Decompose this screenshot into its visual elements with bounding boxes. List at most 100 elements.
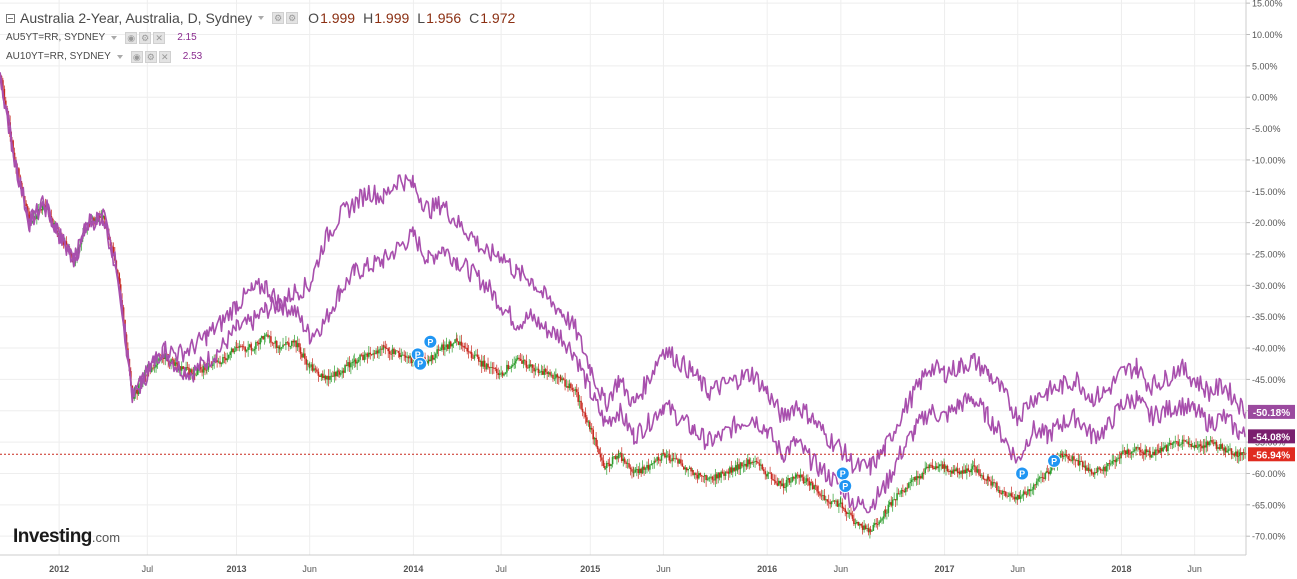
x-tick-label: 2013 xyxy=(226,564,246,574)
candle-body xyxy=(900,490,903,494)
candle-body xyxy=(469,351,471,353)
visibility-icon[interactable]: ◉ xyxy=(125,31,138,44)
candle-body xyxy=(204,366,206,370)
candle-body xyxy=(584,412,587,418)
candle-body xyxy=(1238,452,1241,457)
candle-body xyxy=(1000,493,1003,495)
candle-body xyxy=(359,354,361,360)
candle-body xyxy=(790,481,792,483)
candle-body xyxy=(384,346,387,349)
settings-icon[interactable]: ⚙ xyxy=(139,31,152,44)
candle-body xyxy=(680,459,682,464)
x-tick-label: Jun xyxy=(834,564,849,574)
chevron-down-icon[interactable] xyxy=(111,35,118,40)
candle-body xyxy=(1209,440,1212,442)
candle-body xyxy=(247,347,249,351)
candle-body xyxy=(1229,448,1231,450)
candle-body xyxy=(2,80,4,89)
candle-body xyxy=(347,362,349,366)
candle-body xyxy=(53,223,56,225)
candle-body xyxy=(674,458,676,460)
candle-body xyxy=(1068,458,1071,461)
candle-body xyxy=(1132,451,1134,452)
candle-body xyxy=(903,491,906,493)
candle-body xyxy=(211,362,214,367)
candle-body xyxy=(506,364,508,373)
candle-body xyxy=(1080,460,1083,462)
candle-body xyxy=(310,364,312,367)
candle-body xyxy=(748,459,751,465)
candle-body xyxy=(811,482,814,490)
candle-body xyxy=(966,468,968,473)
candle-body xyxy=(406,356,408,358)
candle-body xyxy=(937,466,940,469)
candle-body xyxy=(997,489,1000,491)
close-icon[interactable]: ✕ xyxy=(153,31,166,44)
candle-body xyxy=(533,367,535,372)
candle-body xyxy=(618,453,620,459)
candle-body xyxy=(578,400,581,402)
candle-body xyxy=(869,529,872,532)
close-icon[interactable]: ✕ xyxy=(158,50,171,63)
candle-body xyxy=(441,344,443,348)
overlay-5y-label: AU5YT=RR, SYDNEY xyxy=(6,32,106,43)
settings-icon[interactable]: ⚙ xyxy=(144,50,157,63)
candle-body xyxy=(907,483,910,488)
candle-body xyxy=(568,383,571,389)
candle-body xyxy=(235,346,237,351)
candle-body xyxy=(1221,444,1224,449)
event-marker-label: P xyxy=(417,359,423,369)
candle-body xyxy=(696,474,699,479)
candle-body xyxy=(586,417,588,423)
candle-body xyxy=(628,463,630,468)
candle-body xyxy=(1038,477,1041,479)
candle-body xyxy=(444,347,446,350)
chevron-down-icon[interactable] xyxy=(116,54,123,59)
candle-body xyxy=(513,363,515,365)
legend-overlay-10y[interactable]: AU10YT=RR, SYDNEY ◉ ⚙ ✕ 2.53 xyxy=(6,47,515,66)
candle-body xyxy=(1135,447,1137,450)
candle-body xyxy=(838,503,840,507)
candle-body xyxy=(643,466,645,470)
legend-main-series[interactable]: Australia 2-Year, Australia, D, Sydney ⚙… xyxy=(6,8,515,28)
candle-body xyxy=(547,372,550,375)
legend-overlay-5y[interactable]: AU5YT=RR, SYDNEY ◉ ⚙ ✕ 2.15 xyxy=(6,28,515,47)
candle-body xyxy=(620,453,623,461)
candle-body xyxy=(1188,444,1191,445)
candle-body xyxy=(440,347,443,351)
candle-body xyxy=(410,355,413,364)
candle-body xyxy=(832,500,834,502)
candle-body xyxy=(604,468,607,469)
chevron-down-icon[interactable] xyxy=(258,16,265,20)
overlay-5y-value: 2.15 xyxy=(177,32,197,43)
collapse-icon[interactable] xyxy=(6,13,15,23)
candle-body xyxy=(602,460,605,466)
event-marker-label: P xyxy=(840,469,846,479)
candle-body xyxy=(1092,473,1095,475)
candle-body xyxy=(842,508,845,510)
candle-body xyxy=(1095,472,1098,473)
candle-body xyxy=(1163,447,1166,448)
visibility-icon[interactable]: ◉ xyxy=(130,50,143,63)
candle-body xyxy=(93,217,95,223)
candle-body xyxy=(822,495,824,496)
candle-body xyxy=(644,468,647,470)
candle-body xyxy=(1174,441,1177,443)
candle-body xyxy=(785,479,788,488)
gear-icon[interactable]: ⚙ xyxy=(286,12,299,24)
high-label: H xyxy=(363,10,374,26)
candle-body xyxy=(1184,440,1187,442)
candle-body xyxy=(886,512,888,514)
candle-body xyxy=(1150,455,1153,458)
candle-body xyxy=(734,465,737,471)
candle-body xyxy=(845,511,848,515)
candle-body xyxy=(1027,489,1029,495)
candle-body xyxy=(775,481,777,484)
settings-icon[interactable]: ⚙ xyxy=(272,12,285,24)
candle-body xyxy=(429,359,431,362)
candle-body xyxy=(290,340,293,346)
candle-body xyxy=(271,342,274,344)
candle-body xyxy=(388,351,391,354)
